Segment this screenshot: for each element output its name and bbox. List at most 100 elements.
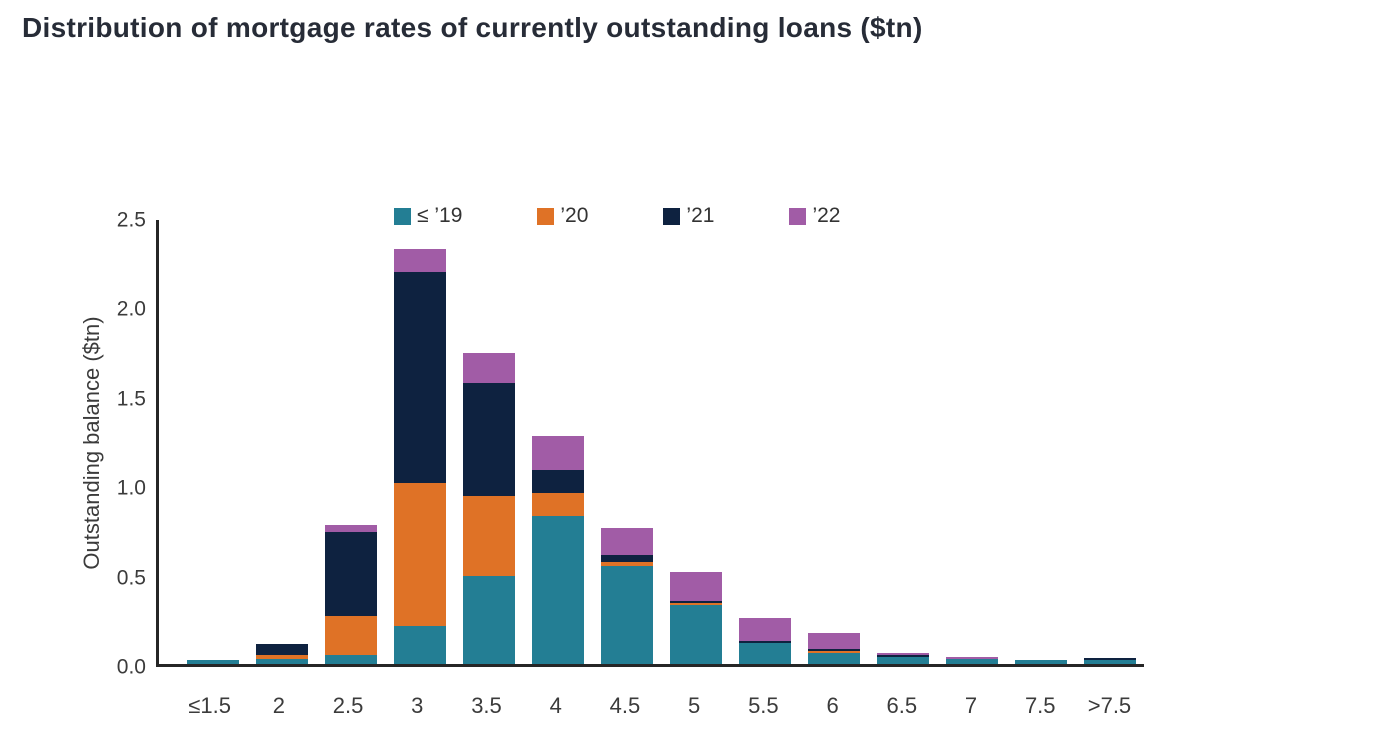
stacked-bar-7.5: [1014, 660, 1067, 664]
bar-segment: [393, 249, 446, 272]
legend-label: ’21: [686, 204, 715, 227]
bar-segment: [600, 566, 653, 664]
legend-swatch-icon: [663, 207, 681, 225]
legend-item: ’21: [663, 204, 714, 228]
legend-swatch-icon: [394, 207, 411, 225]
bar-slot: [316, 220, 385, 664]
bar-segment: [669, 572, 722, 601]
x-axis-labels: ≤1.5 2 2.5 3 3.5 4 4.5 5 5.5 6 6.5 7 7.5 >7.5: [175, 693, 1144, 719]
bar-segment: [669, 605, 722, 664]
y-tick-label: 2.0: [116, 297, 146, 321]
bar-segment: [531, 470, 584, 493]
stacked-bar-7: [945, 657, 998, 664]
bar-slot: [454, 220, 523, 664]
y-axis-ticks: 0.0 0.5 1.0 1.5 2.0 2.5: [98, 210, 146, 678]
x-tick-label: 6: [826, 693, 839, 718]
x-tick-label: 7.5: [1024, 693, 1056, 718]
plot-area: [156, 220, 1144, 667]
bar-segment: [255, 659, 308, 664]
bar-segment: [807, 633, 860, 649]
bar-segment: [945, 659, 998, 664]
stacked-bar-≤1.5: [186, 660, 239, 664]
y-tick-label: 0.0: [116, 655, 146, 679]
bar-segment: [600, 528, 653, 555]
legend-item: ≤ ’19: [394, 204, 462, 228]
x-tick-label: ≤1.5: [188, 693, 231, 718]
bar-segment: [462, 496, 515, 576]
bar-segment: [738, 643, 791, 664]
bar-segment: [600, 562, 653, 566]
stacked-bar-2.5: [324, 525, 377, 664]
bar-slot: [661, 220, 730, 664]
bar-segment: [462, 383, 515, 496]
stacked-bar-5.5: [738, 618, 791, 664]
bar-segment: [876, 657, 929, 664]
chart-legend: ≤ ’19 ’20 ’21 ’22: [394, 204, 840, 228]
bar-slot: [178, 220, 247, 664]
x-tick-label: 4.5: [609, 693, 641, 718]
legend-label: ’22: [812, 204, 841, 227]
bar-segment: [255, 644, 308, 655]
legend-item: ’20: [537, 204, 588, 228]
bar-segment: [669, 601, 722, 603]
bar-segment: [1083, 658, 1136, 660]
legend-label: ≤ ’19: [417, 204, 463, 227]
stacked-bar-3: [393, 249, 446, 664]
bar-segment: [324, 655, 377, 664]
bar-segment: [738, 618, 791, 641]
stacked-bar-6: [807, 633, 860, 664]
bar-slot: [937, 220, 1006, 664]
stacked-bar->7.5: [1083, 658, 1136, 664]
legend-label: ’20: [560, 204, 589, 227]
bar-segment: [1083, 660, 1136, 664]
bar-segment: [876, 655, 929, 657]
bar-segment: [669, 603, 722, 605]
bar-segment: [531, 493, 584, 516]
bar-segment: [876, 653, 929, 655]
chart-title: Distribution of mortgage rates of curren…: [22, 12, 923, 43]
bar-slot: [385, 220, 454, 664]
bar-segment: [807, 653, 860, 664]
bar-slot: [1075, 220, 1144, 664]
bar-segment: [1014, 660, 1067, 664]
stacked-bar-5: [669, 572, 722, 664]
bar-segment: [807, 649, 860, 651]
stacked-bar-2: [255, 644, 308, 664]
x-tick-label: 5.5: [748, 693, 779, 718]
bar-slot: [730, 220, 799, 664]
bar-segment: [255, 655, 308, 659]
stacked-bar-4: [531, 436, 584, 664]
legend-item: ’22: [789, 204, 840, 228]
x-tick-label: 3: [411, 693, 424, 718]
y-tick-label: 1.5: [116, 387, 146, 411]
bar-segment: [807, 651, 860, 653]
bar-segment: [462, 353, 515, 383]
bar-segment: [600, 555, 653, 562]
bar-segment: [324, 525, 377, 532]
x-tick-label: 2: [272, 693, 285, 718]
bar-slot: [592, 220, 661, 664]
bar-segment: [462, 576, 515, 664]
bar-segment: [324, 532, 377, 616]
bar-segment: [393, 272, 446, 483]
bar-slot: [799, 220, 868, 664]
bar-segment: [945, 657, 998, 659]
stacked-bar-3.5: [462, 353, 515, 664]
y-tick-label: 2.5: [116, 208, 146, 232]
y-tick-label: 0.5: [116, 566, 146, 590]
bar-segment: [324, 616, 377, 655]
x-tick-label: 7: [964, 693, 978, 718]
bars-row: [178, 220, 1144, 664]
legend-swatch-icon: [789, 207, 807, 225]
stacked-bar-6.5: [876, 653, 929, 664]
bar-slot: [523, 220, 592, 664]
y-tick-label: 1.0: [116, 476, 146, 500]
x-tick-label: >7.5: [1087, 693, 1132, 718]
x-tick-label: 5: [688, 693, 701, 718]
bar-segment: [531, 436, 584, 470]
stacked-bar-4.5: [600, 528, 653, 664]
bar-segment: [738, 641, 791, 643]
bar-segment: [186, 660, 239, 664]
chart-panel: Outstanding balance ($tn) 0.0 0.5 1.0 1.5 2.…: [4, 75, 1236, 718]
